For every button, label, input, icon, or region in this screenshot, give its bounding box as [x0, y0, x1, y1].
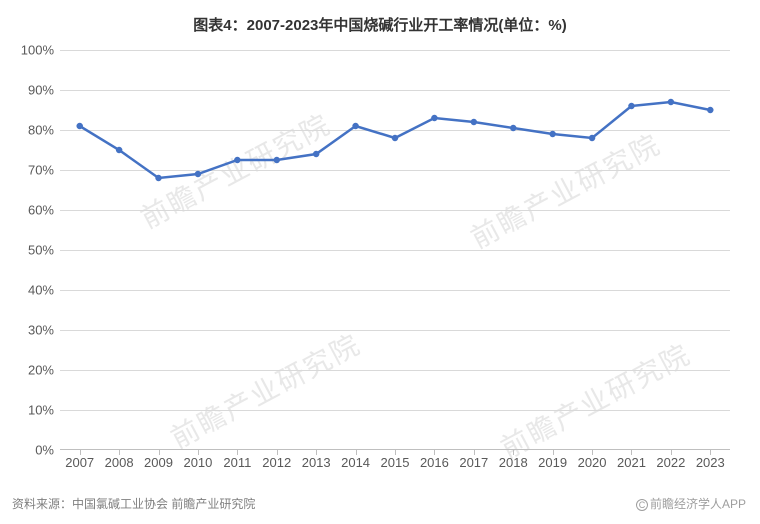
x-axis-label: 2012 [262, 455, 291, 470]
x-axis-label: 2009 [144, 455, 173, 470]
x-axis-label: 2021 [617, 455, 646, 470]
chart-title: 图表4：2007-2023年中国烧碱行业开工率情况(单位：%) [0, 0, 760, 35]
data-marker [156, 176, 161, 181]
data-marker [668, 100, 673, 105]
y-axis-label: 40% [4, 283, 54, 298]
x-axis-label: 2022 [656, 455, 685, 470]
data-marker [77, 124, 82, 129]
y-axis-label: 10% [4, 403, 54, 418]
data-marker [274, 158, 279, 163]
x-axis-label: 2014 [341, 455, 370, 470]
y-axis-label: 90% [4, 83, 54, 98]
data-marker [235, 158, 240, 163]
data-marker [353, 124, 358, 129]
data-marker [117, 148, 122, 153]
x-axis-label: 2016 [420, 455, 449, 470]
data-marker [629, 104, 634, 109]
x-axis-label: 2017 [459, 455, 488, 470]
line-plot [60, 50, 730, 450]
data-marker [195, 172, 200, 177]
attribution-text: 前瞻经济学人APP [650, 497, 746, 511]
y-axis-label: 70% [4, 163, 54, 178]
y-axis-label: 0% [4, 443, 54, 458]
data-marker [708, 108, 713, 113]
data-marker [314, 152, 319, 157]
x-axis-label: 2015 [381, 455, 410, 470]
y-axis-label: 100% [4, 43, 54, 58]
data-marker [432, 116, 437, 121]
chart-area: 前瞻产业研究院前瞻产业研究院前瞻产业研究院前瞻产业研究院 0%10%20%30%… [60, 50, 730, 450]
x-axis-label: 2013 [302, 455, 331, 470]
data-marker [550, 132, 555, 137]
x-axis-label: 2019 [538, 455, 567, 470]
x-axis-label: 2007 [65, 455, 94, 470]
y-axis-label: 20% [4, 363, 54, 378]
x-axis-label: 2010 [183, 455, 212, 470]
chart-container: 图表4：2007-2023年中国烧碱行业开工率情况(单位：%) 前瞻产业研究院前… [0, 0, 760, 524]
y-axis-label: 50% [4, 243, 54, 258]
x-axis-label: 2008 [105, 455, 134, 470]
copyright-icon: C [636, 499, 648, 511]
attribution: C前瞻经济学人APP [636, 495, 746, 512]
data-marker [590, 136, 595, 141]
x-axis-label: 2011 [223, 455, 251, 470]
x-axis-label: 2023 [696, 455, 725, 470]
y-axis-label: 60% [4, 203, 54, 218]
x-axis-label: 2018 [499, 455, 528, 470]
data-marker [511, 126, 516, 131]
y-axis-label: 80% [4, 123, 54, 138]
data-marker [471, 120, 476, 125]
y-axis-label: 30% [4, 323, 54, 338]
data-marker [393, 136, 398, 141]
x-axis-label: 2020 [578, 455, 607, 470]
source-text: 资料来源：中国氯碱工业协会 前瞻产业研究院 [12, 495, 255, 512]
